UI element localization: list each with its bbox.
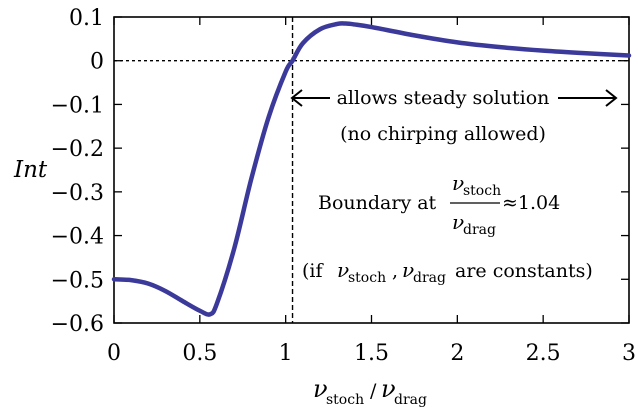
boundary-fraction: ν stoch ν drag	[450, 171, 501, 238]
x-tick-label-2: 1	[279, 341, 293, 366]
x-label-den-symbol: ν	[381, 375, 396, 403]
boundary-num-symbol: ν	[452, 171, 464, 195]
steady-solution-arrow	[290, 89, 618, 107]
x-label-num-sub: stoch	[326, 392, 364, 408]
annotation-steady-line1: allows steady solution	[337, 87, 550, 109]
series-line-int	[111, 21, 632, 317]
y-tick-label-6: −0.5	[51, 268, 104, 293]
y-tick-label-1: 0	[90, 50, 104, 75]
y-tick-label-4: −0.3	[51, 181, 104, 206]
x-tick-label-6: 3	[622, 341, 636, 366]
tick-labels: 0 0.5 1 1.5 2 2.5 3 0.1 0 −0.1 −0.2 −0.3 −0.4 −0.5 −0.…	[51, 6, 636, 366]
const-v2-symbol: ν	[402, 258, 414, 282]
boundary-num-sub: stoch	[463, 183, 501, 199]
y-tick-label-5: −0.4	[51, 225, 104, 250]
y-tick-label-2: −0.1	[51, 93, 104, 118]
annotation-boundary-value: ≈1.04	[502, 192, 560, 214]
annotation-steady-line2: (no chirping allowed)	[340, 123, 546, 145]
x-label-den-sub: drag	[394, 392, 427, 408]
const-v1-symbol: ν	[337, 258, 349, 282]
boundary-den-sub: drag	[463, 222, 496, 238]
x-tick-label-0: 0	[107, 341, 121, 366]
const-v1-sub: stoch	[348, 270, 386, 286]
x-label-slash: /	[370, 380, 377, 402]
annotation-const-open: (if	[302, 260, 324, 282]
y-tick-label-7: −0.6	[51, 312, 104, 337]
y-axis-label: Int	[13, 157, 48, 183]
const-comma: ,	[392, 260, 398, 282]
x-tick-label-5: 2.5	[526, 341, 561, 366]
x-axis-label: ν stoch / ν drag	[313, 375, 427, 408]
y-tick-label-0: 0.1	[69, 6, 104, 31]
const-v2-sub: drag	[413, 270, 446, 286]
y-tick-label-3: −0.2	[51, 137, 104, 162]
x-tick-label-1: 0.5	[182, 341, 217, 366]
annotation-const-tail: are constants)	[455, 260, 593, 282]
annotation-boundary-prefix: Boundary at	[318, 192, 437, 214]
boundary-den-symbol: ν	[452, 210, 464, 234]
x-tick-label-4: 2	[450, 341, 464, 366]
x-tick-label-3: 1.5	[354, 341, 389, 366]
x-label-num-symbol: ν	[313, 375, 328, 403]
